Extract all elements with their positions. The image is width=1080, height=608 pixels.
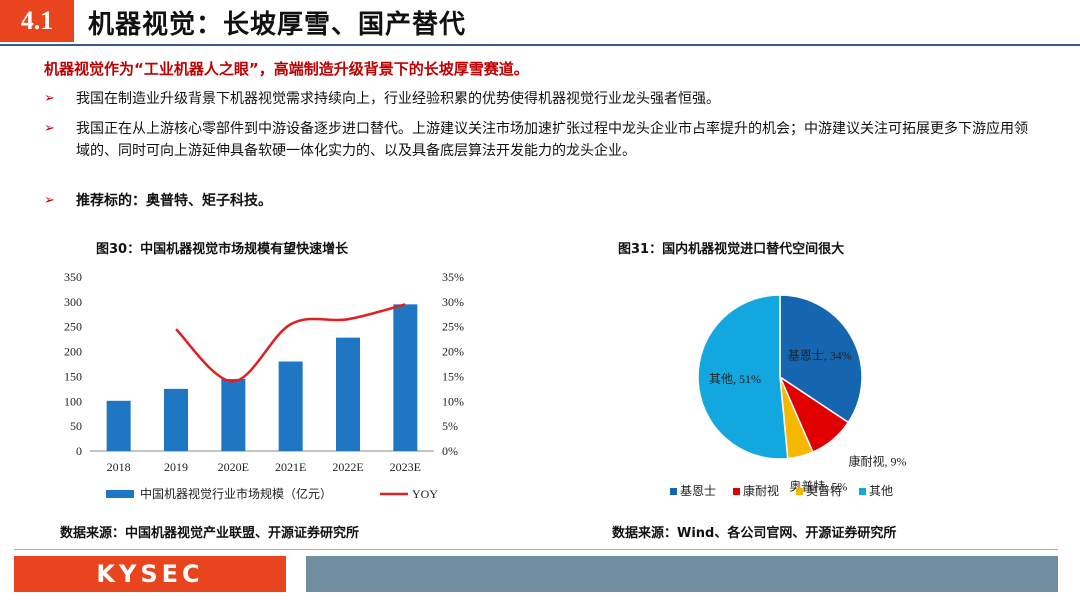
bullet-item-2: ➢ 我国正在从上游核心零部件到中游设备逐步进口替代。上游建议关注市场加速扩张过程…: [44, 118, 1044, 184]
x-tick-label: 2021E: [275, 460, 306, 474]
footer-logo-background: [14, 556, 286, 592]
y-left-tick-label: 200: [64, 345, 82, 359]
kysec-logo: KYSEC: [96, 560, 204, 588]
arrow-bullet-icon: ➢: [44, 91, 55, 106]
legend-swatch-bar: [106, 490, 134, 498]
figure31-title: 图31：国内机器视觉进口替代空间很大: [618, 242, 845, 257]
legend-swatch: [670, 488, 677, 495]
y-right-tick-label: 5%: [442, 419, 458, 433]
market-size-chart: 0 50 100 150 200 250 300 350 0% 5% 10% 15% 20% 25% 30%…: [64, 270, 464, 501]
y-right-tick-label: 25%: [442, 320, 464, 334]
x-tick-label: 2018: [107, 460, 131, 474]
y-right-tick-label: 0%: [442, 444, 458, 458]
yoy-line: [175, 303, 406, 383]
bullet-item-3: ➢ 推荐标的：奥普特、矩子科技。: [44, 190, 1044, 212]
title-divider: [0, 44, 1080, 46]
y-left-tick-label: 250: [64, 320, 82, 334]
arrow-bullet-icon: ➢: [44, 121, 55, 136]
bullet-text: 推荐标的：奥普特、矩子科技。: [76, 193, 272, 209]
legend-swatch: [796, 488, 803, 495]
bar: [221, 378, 246, 451]
figure31-source: 数据来源：Wind、各公司官网、开源证券研究所: [612, 526, 897, 541]
page-subtitle: 机器视觉作为“工业机器人之眼”，高端制造升级背景下的长坡厚雪赛道。: [44, 60, 529, 78]
bar: [278, 361, 303, 451]
y-left-tick-label: 350: [64, 270, 82, 284]
x-tick-label: 2023E: [390, 460, 421, 474]
bullet-text: 我国在制造业升级背景下机器视觉需求持续向上，行业经验积累的优势使得机器视觉行业龙…: [76, 91, 720, 107]
figure30-source: 数据来源：中国机器视觉产业联盟、开源证券研究所: [60, 526, 360, 541]
import-substitution-pie-chart: 基恩士, 34% 康耐视, 9%奥普特, 5% 其他, 51% 基恩士 康耐视 奥普特 其他: [670, 294, 906, 498]
legend-label: 基恩士: [680, 484, 716, 498]
legend-label: 奥普特: [806, 483, 842, 498]
bar: [164, 388, 188, 451]
section-number-badge: 4.1: [0, 0, 74, 42]
y-right-tick-label: 30%: [442, 295, 464, 309]
footer-divider: [14, 549, 1058, 550]
x-tick-label: 2019: [164, 460, 188, 474]
legend-label-line: YOY: [412, 487, 438, 501]
legend-swatch: [733, 488, 740, 495]
legend-label: 康耐视: [743, 483, 779, 498]
pie-data-label: 奥普特, 5%: [789, 479, 847, 494]
legend-label-bar: 中国机器视觉行业市场规模（亿元）: [140, 486, 332, 501]
bar: [106, 400, 131, 451]
y-left-tick-label: 300: [64, 295, 82, 309]
x-tick-label: 2020E: [218, 460, 249, 474]
y-right-tick-label: 20%: [442, 345, 464, 359]
pie-data-label: 基恩士, 34%: [788, 349, 852, 363]
pie-slice: [697, 294, 789, 460]
legend-swatch: [859, 488, 866, 495]
y-right-tick-label: 10%: [442, 394, 464, 408]
page-title: 机器视觉：长坡厚雪、国产替代: [88, 10, 467, 40]
pie-data-label: 其他, 51%: [709, 372, 761, 386]
bullet-item-1: ➢ 我国在制造业升级背景下机器视觉需求持续向上，行业经验积累的优势使得机器视觉行…: [44, 88, 1044, 110]
pie-data-label: 康耐视, 9%: [848, 453, 906, 468]
x-tick-label: 2022E: [332, 460, 363, 474]
footer-bar: [306, 556, 1058, 592]
y-left-tick-label: 0: [76, 444, 82, 458]
bar: [336, 337, 360, 451]
arrow-bullet-icon: ➢: [44, 193, 55, 208]
bar: [393, 304, 418, 451]
figure30-title: 图30：中国机器视觉市场规模有望快速增长: [96, 242, 349, 257]
legend-label: 其他: [869, 484, 893, 498]
y-right-tick-label: 35%: [442, 270, 464, 284]
bullet-text: 我国正在从上游核心零部件到中游设备逐步进口替代。上游建议关注市场加速扩张过程中龙…: [76, 121, 1028, 159]
y-left-tick-label: 100: [64, 394, 82, 408]
y-right-tick-label: 15%: [442, 369, 464, 383]
y-left-tick-label: 50: [70, 419, 82, 433]
y-left-tick-label: 150: [64, 369, 82, 383]
